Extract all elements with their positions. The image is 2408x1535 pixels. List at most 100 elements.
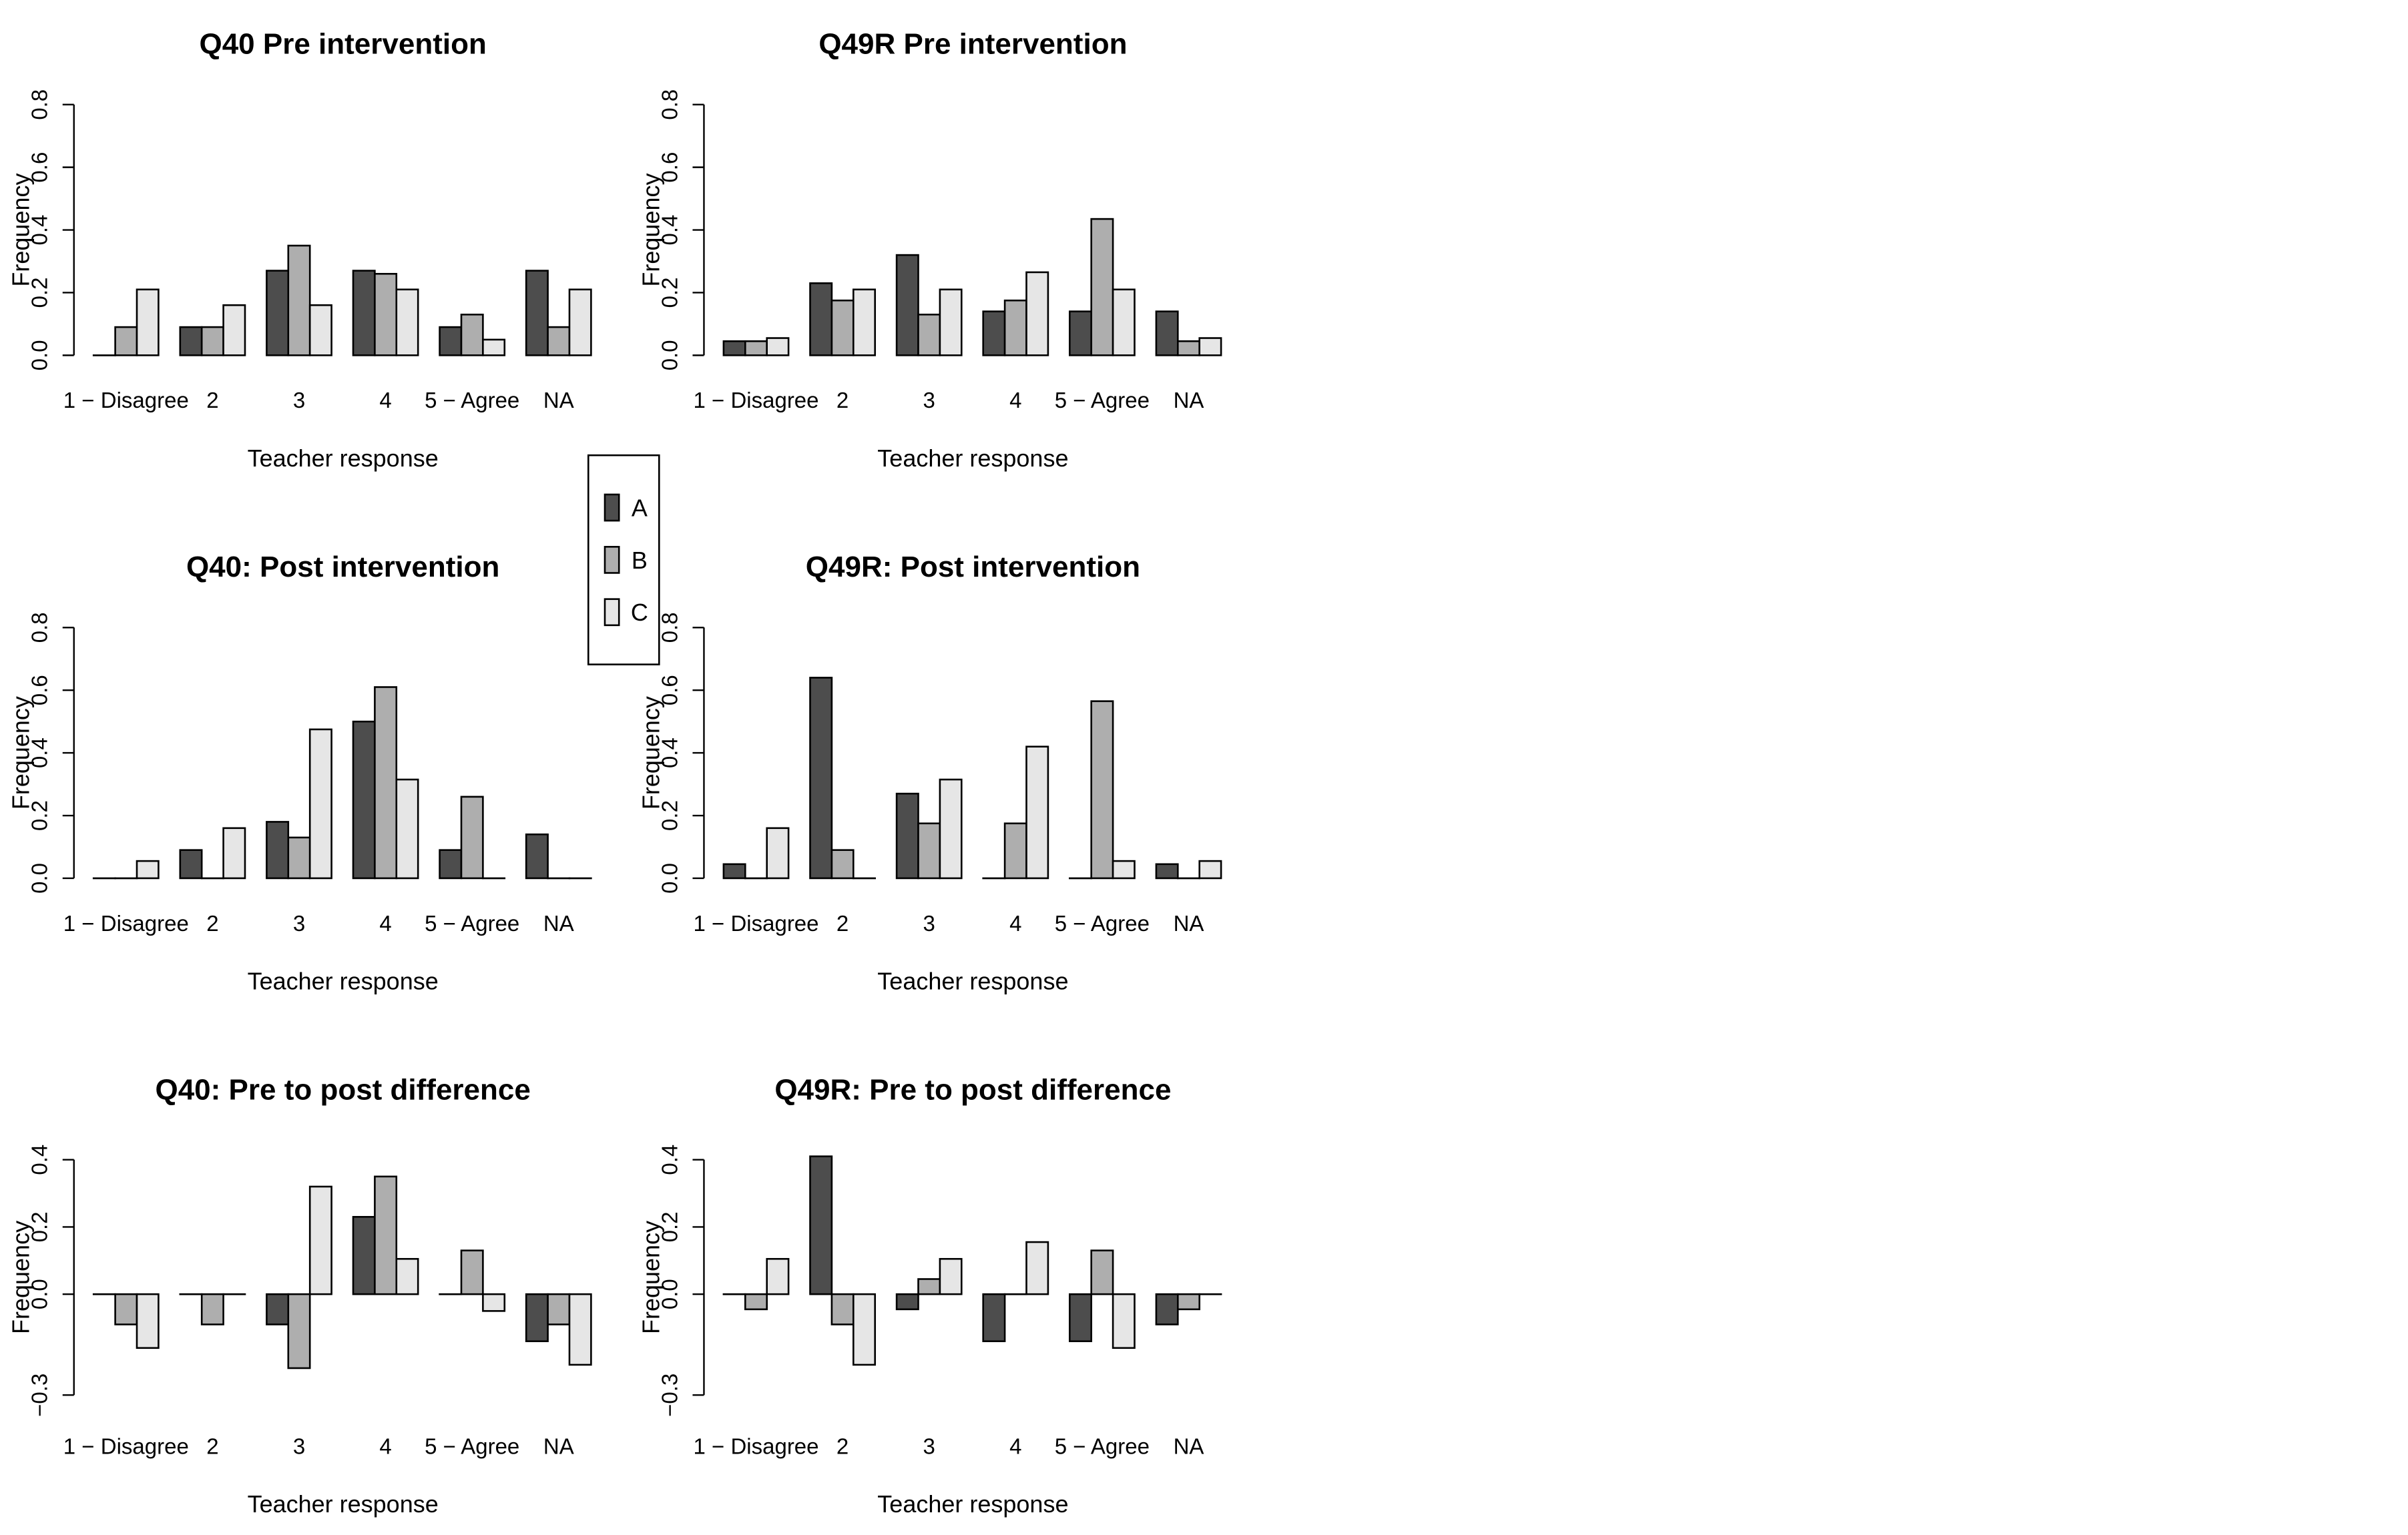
bars [722,1155,1222,1366]
panel-q49r-diff: Q49R: Pre to post difference −0.3 0.0 0.2 0.… [637,1074,1222,1518]
x-axis-title: Teacher response [877,967,1068,994]
bar-a-0 [722,863,746,880]
bar-c-1 [222,827,246,880]
bar-c-2 [939,778,963,880]
bar-c-0 [766,827,790,880]
bar-b-2 [917,822,941,880]
bar-a-5 [1155,310,1179,356]
x-axis-title: Teacher response [877,1490,1068,1518]
x-category-label: 3 [293,911,305,936]
bar-a-4 [1068,1293,1092,1342]
x-category-label: NA [543,911,574,936]
y-tick-label: 0.0 [27,863,52,894]
bar-c-2 [939,288,963,356]
bar-c-2 [308,728,332,880]
x-category-label: 3 [923,1434,935,1458]
bar-a-4 [1068,310,1092,356]
bar-b-3 [374,686,398,880]
y-tick-label: 0.6 [27,675,52,705]
y-tick-label: 0.8 [657,612,682,643]
x-axis-title: Teacher response [248,967,439,994]
bar-c-0 [766,337,790,356]
bar-c-5 [1198,860,1222,880]
y-tick-label: 0.0 [27,340,52,370]
bar-c-5 [568,1293,592,1366]
legend: ABC [587,454,660,665]
bar-c-0 [136,288,160,356]
bars [722,677,1222,880]
bar-c-0 [136,1293,160,1349]
legend-swatch-c [604,598,620,627]
y-tick-label: 0.2 [657,1211,682,1242]
x-category-label: 5 − Agree [425,1434,519,1458]
bar-c-0 [766,1257,790,1295]
bar-b-2 [917,1278,941,1295]
y-tick-label: 0.0 [657,1279,682,1309]
x-category-label: 2 [206,911,218,936]
y-tick-label: 0.6 [657,152,682,183]
bar-c-5 [1198,337,1222,356]
bar-a-5 [525,270,549,356]
bar-c-0 [136,860,160,880]
bar-a-3 [982,310,1006,356]
panel-title: Q49R Pre intervention [818,28,1127,61]
bar-b-4 [1090,218,1114,356]
x-category-label: 1 − Disagree [63,1434,189,1458]
y-axis: −0.3 0.0 0.2 0.4 [27,1145,75,1417]
legend-swatch-b [604,545,620,574]
bar-c-4 [1112,1293,1136,1349]
y-axis: 0.0 0.2 0.4 0.6 0.8 [27,89,75,370]
bar-b-4 [460,1249,484,1295]
bar-a-5 [1155,1293,1179,1325]
bar-b-4 [460,314,484,356]
x-category-label: 2 [836,911,849,936]
y-tick-label: 0.6 [27,152,52,183]
legend-swatch-a [604,493,620,522]
x-category-label: 2 [206,1434,218,1458]
x-category-label: 1 − Disagree [693,1434,818,1458]
x-category-label: 4 [379,1434,391,1458]
bars [722,218,1222,356]
bar-a-3 [982,1293,1006,1342]
bar-a-1 [809,282,833,356]
bar-a-5 [1155,863,1179,880]
y-axis-title: Frequency [7,1221,35,1334]
panel-title: Q49R: Pre to post difference [774,1074,1171,1107]
y-tick-label: −0.3 [657,1373,682,1417]
x-category-label: 4 [1009,388,1021,412]
bar-a-4 [439,326,463,356]
y-axis-title: Frequency [637,1221,664,1334]
panel-title: Q40: Pre to post difference [155,1074,530,1107]
bar-c-4 [482,338,506,356]
legend-label-c: C [631,599,648,626]
panel-q49r-post: Q49R: Post intervention 0.0 0.2 0.4 0.6 0.8 Fr… [637,551,1222,994]
x-category-label: 5 − Agree [1055,388,1150,412]
panel-q40-diff: Q40: Pre to post difference −0.3 0.0 0.2 0.4… [7,1074,592,1518]
x-category-label: 4 [1009,911,1021,936]
bar-c-2 [308,1185,332,1295]
bar-a-1 [809,1155,833,1295]
x-category-label: NA [543,1434,574,1458]
panel-q49r-pre: Q49R Pre intervention 0.0 0.2 0.4 0.6 0.8 Freq… [637,28,1222,472]
x-category-label: NA [1174,1434,1204,1458]
bar-b-3 [1003,822,1027,880]
bar-a-3 [352,720,376,880]
x-category-label: 3 [293,1434,305,1458]
bar-b-2 [287,836,311,880]
bars [92,244,592,356]
y-axis: 0.0 0.2 0.4 0.6 0.8 [657,612,705,894]
bar-b-5 [547,1293,571,1325]
y-axis-title: Frequency [637,696,664,810]
y-tick-label: 0.2 [27,800,52,831]
panel-q40-pre: Q40 Pre intervention 0.0 0.2 0.4 0.6 0.8 Frequ… [7,28,592,472]
bar-b-1 [830,1293,855,1325]
bar-a-2 [895,792,919,880]
x-category-label: 1 − Disagree [63,911,189,936]
bar-a-5 [525,1293,549,1342]
bar-a-2 [266,270,290,356]
bar-b-3 [374,272,398,356]
bar-c-4 [1112,860,1136,880]
x-category-label: 4 [379,911,391,936]
y-tick-label: 0.4 [27,215,52,246]
y-tick-label: 0.6 [657,675,682,705]
